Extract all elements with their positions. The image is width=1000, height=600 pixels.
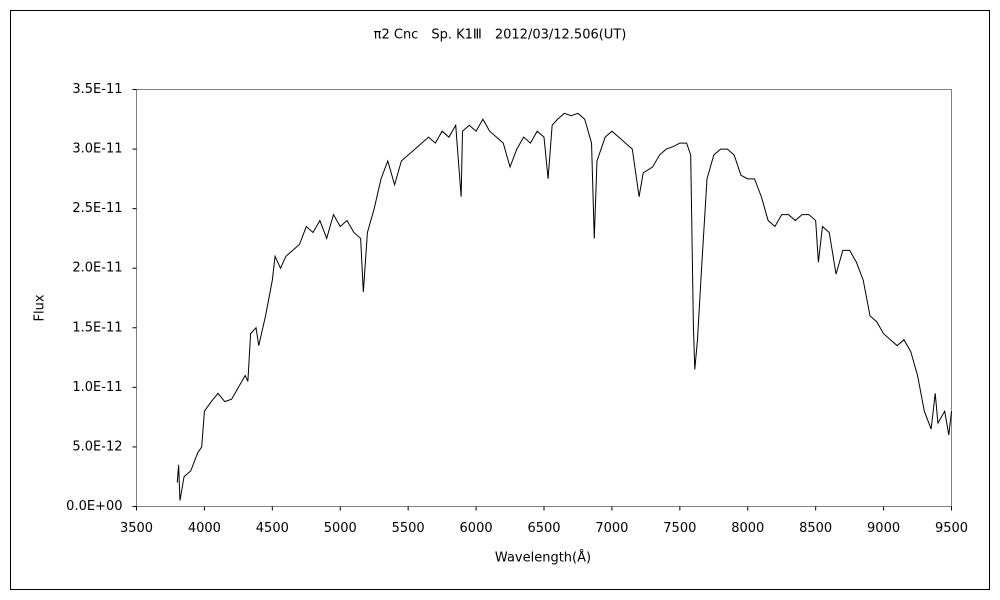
- y-tick-label: 1.5E-11: [72, 320, 122, 335]
- y-axis-label: Flux: [33, 294, 48, 321]
- x-tick-label: 6000: [460, 521, 493, 536]
- y-tick-label: 5.0E-12: [72, 439, 122, 454]
- chart-border: [10, 10, 990, 590]
- x-tick-label: 4500: [256, 521, 289, 536]
- spectrum-line: [176, 112, 952, 501]
- y-tick-label: 2.0E-11: [72, 261, 122, 276]
- x-tick-label: 3500: [120, 521, 153, 536]
- y-tick-label: 1.0E-11: [72, 380, 122, 395]
- x-tick-label: 9500: [935, 521, 968, 536]
- y-tick-label: 0.0E+00: [66, 499, 122, 514]
- x-tick-label: 7500: [663, 521, 696, 536]
- y-tick-label: 2.5E-11: [72, 201, 122, 216]
- chart-title: π2 Cnc Sp. K1Ⅲ 2012/03/12.506(UT): [374, 28, 627, 43]
- x-tick-label: 6500: [527, 521, 560, 536]
- x-tick-label: 8000: [731, 521, 764, 536]
- y-tick-label: 3.0E-11: [72, 142, 122, 157]
- x-tick-label: 5000: [324, 521, 357, 536]
- x-tick-label: 4000: [188, 521, 221, 536]
- y-tick-label: 3.5E-11: [72, 82, 122, 97]
- x-tick-label: 5500: [392, 521, 425, 536]
- x-tick-label: 9000: [867, 521, 900, 536]
- x-axis-label: Wavelength(Å): [495, 550, 591, 566]
- x-tick-label: 8500: [799, 521, 832, 536]
- x-tick-label: 7000: [595, 521, 628, 536]
